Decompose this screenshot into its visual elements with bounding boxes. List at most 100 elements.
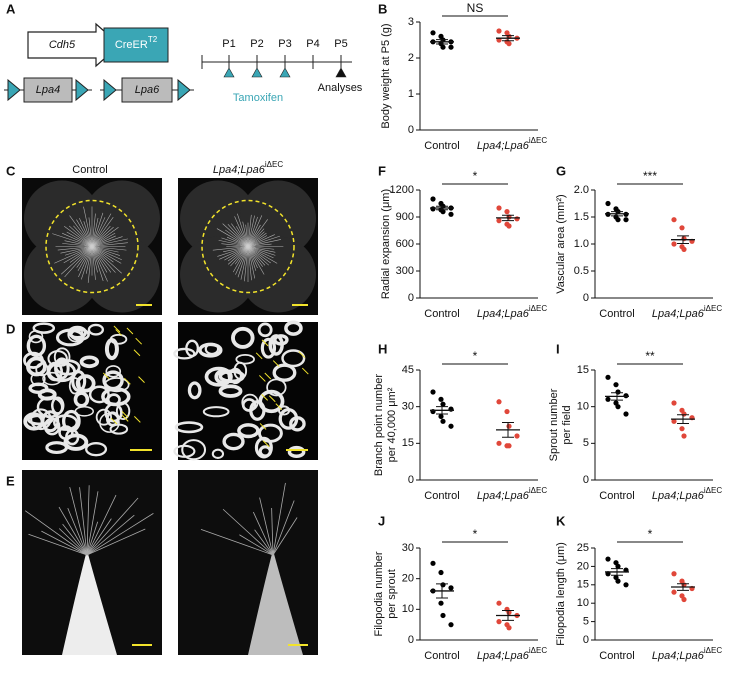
x-tick-text: Lpa4;Lpa6 — [477, 140, 530, 152]
y-tick-label: 20 — [577, 560, 589, 572]
vessel — [91, 238, 128, 247]
vessel-loop — [99, 412, 120, 433]
retina-lobe — [180, 236, 256, 313]
data-point — [496, 600, 502, 606]
panel-letter: B — [378, 1, 387, 16]
vessel-loop — [85, 441, 108, 457]
vessel — [242, 221, 249, 247]
data-point — [496, 218, 502, 224]
vessel-loop — [237, 423, 260, 439]
y-tick-label: 1 — [408, 88, 414, 100]
vessel-loop — [204, 342, 220, 356]
x-tick-label: Lpa4;Lpa6iΔEC — [477, 486, 547, 502]
y-axis-label: per 40,000 μm² — [386, 387, 398, 462]
filopodium — [41, 530, 88, 556]
micrographs — [22, 178, 318, 655]
vessel — [91, 217, 99, 247]
filopodium — [86, 497, 139, 556]
vessel — [230, 246, 249, 267]
x-tick-text: Lpa4;Lpa6 — [477, 308, 530, 320]
filopodium — [58, 506, 88, 556]
y-axis-label: Vascular area (mm²) — [555, 194, 567, 293]
vessel — [83, 221, 93, 247]
vessel — [247, 228, 265, 247]
vessel — [91, 246, 98, 273]
y-tick-label: 0 — [583, 292, 589, 304]
data-point — [605, 374, 611, 380]
vessel — [91, 246, 122, 261]
data-point — [496, 28, 502, 34]
vessel-loop — [109, 333, 128, 345]
timeline-label: P1 — [222, 38, 235, 50]
vessel-loop — [187, 381, 202, 400]
vessel — [76, 219, 93, 247]
vessel-loop — [281, 349, 306, 368]
sem-bar — [502, 422, 514, 438]
vessel-loop — [278, 407, 299, 430]
retina-lobe — [84, 180, 160, 257]
panel-letters: A B C D E F G H I J K — [6, 1, 566, 528]
sprout — [62, 550, 117, 655]
y-tick-label: 5 — [583, 437, 589, 449]
y-tick-label: 0 — [408, 292, 414, 304]
driver-label: Cdh5 — [49, 39, 76, 51]
dot-plots: 0 1 2 3 Body weight at P5 (g) Control Lpa4;Lpa… — [373, 1, 722, 662]
vessel-loop — [75, 374, 96, 393]
image-header-text: Lpa4;Lpa6 — [213, 164, 266, 176]
data-point — [613, 382, 619, 388]
data-point — [440, 401, 446, 407]
arrow — [262, 440, 270, 448]
vessel-loop — [272, 363, 297, 382]
data-point — [605, 200, 611, 207]
x-tick-label: Lpa4;Lpa6iΔEC — [477, 646, 547, 662]
vessel — [91, 226, 114, 247]
construct-diagram: Cdh5 CreERT2 Lpa4 Lpa6 — [4, 22, 352, 103]
filopodium — [252, 511, 274, 556]
x-tick-text: Control — [599, 308, 634, 320]
y-tick-label: 10 — [577, 597, 589, 609]
vessel — [234, 246, 249, 265]
data-point — [504, 209, 510, 215]
arrow — [110, 417, 118, 425]
panel-letter: I — [556, 341, 560, 356]
vessel — [78, 246, 93, 278]
vessel — [60, 246, 93, 275]
y-tick-label: 45 — [402, 364, 414, 376]
vessel — [231, 223, 249, 247]
x-tick-text: Lpa4;Lpa6 — [652, 490, 705, 502]
y-tick-label: 600 — [396, 238, 414, 250]
dot-plot: 0 5 10 15 Sprout number per field Control Lpa4;… — [548, 349, 722, 502]
x-tick-text: Control — [424, 490, 459, 502]
vessel — [234, 216, 249, 247]
vessel — [247, 234, 275, 247]
x-tick-label: Control — [424, 140, 459, 152]
data-point — [623, 582, 629, 588]
x-tick-text: Control — [599, 650, 634, 662]
data-point — [448, 211, 454, 217]
x-tick-text: Lpa4;Lpa6 — [652, 308, 705, 320]
panel-letter: G — [556, 163, 566, 178]
vessel — [237, 246, 249, 278]
vessel — [63, 226, 93, 247]
vessel — [91, 235, 116, 247]
y-tick-label: 15 — [402, 437, 414, 449]
sem-bar — [436, 406, 448, 415]
data-point — [681, 246, 687, 252]
sprout — [248, 550, 303, 655]
vessel — [91, 242, 128, 247]
x-tick-label: Control — [599, 650, 634, 662]
allele-label: Lpa4 — [36, 84, 60, 96]
vessel — [247, 246, 276, 253]
significance-label: ** — [645, 349, 655, 363]
y-tick-label: 30 — [402, 542, 414, 554]
data-point — [438, 569, 444, 576]
vessel — [232, 246, 249, 273]
vessel — [91, 246, 114, 263]
vessel — [91, 246, 108, 282]
y-axis-label: Branch point number — [373, 374, 385, 476]
vessel-loop — [266, 378, 287, 397]
loxp — [7, 78, 21, 102]
vessel-loop — [241, 398, 257, 412]
vessel — [212, 246, 249, 251]
sem-bar — [436, 205, 448, 211]
